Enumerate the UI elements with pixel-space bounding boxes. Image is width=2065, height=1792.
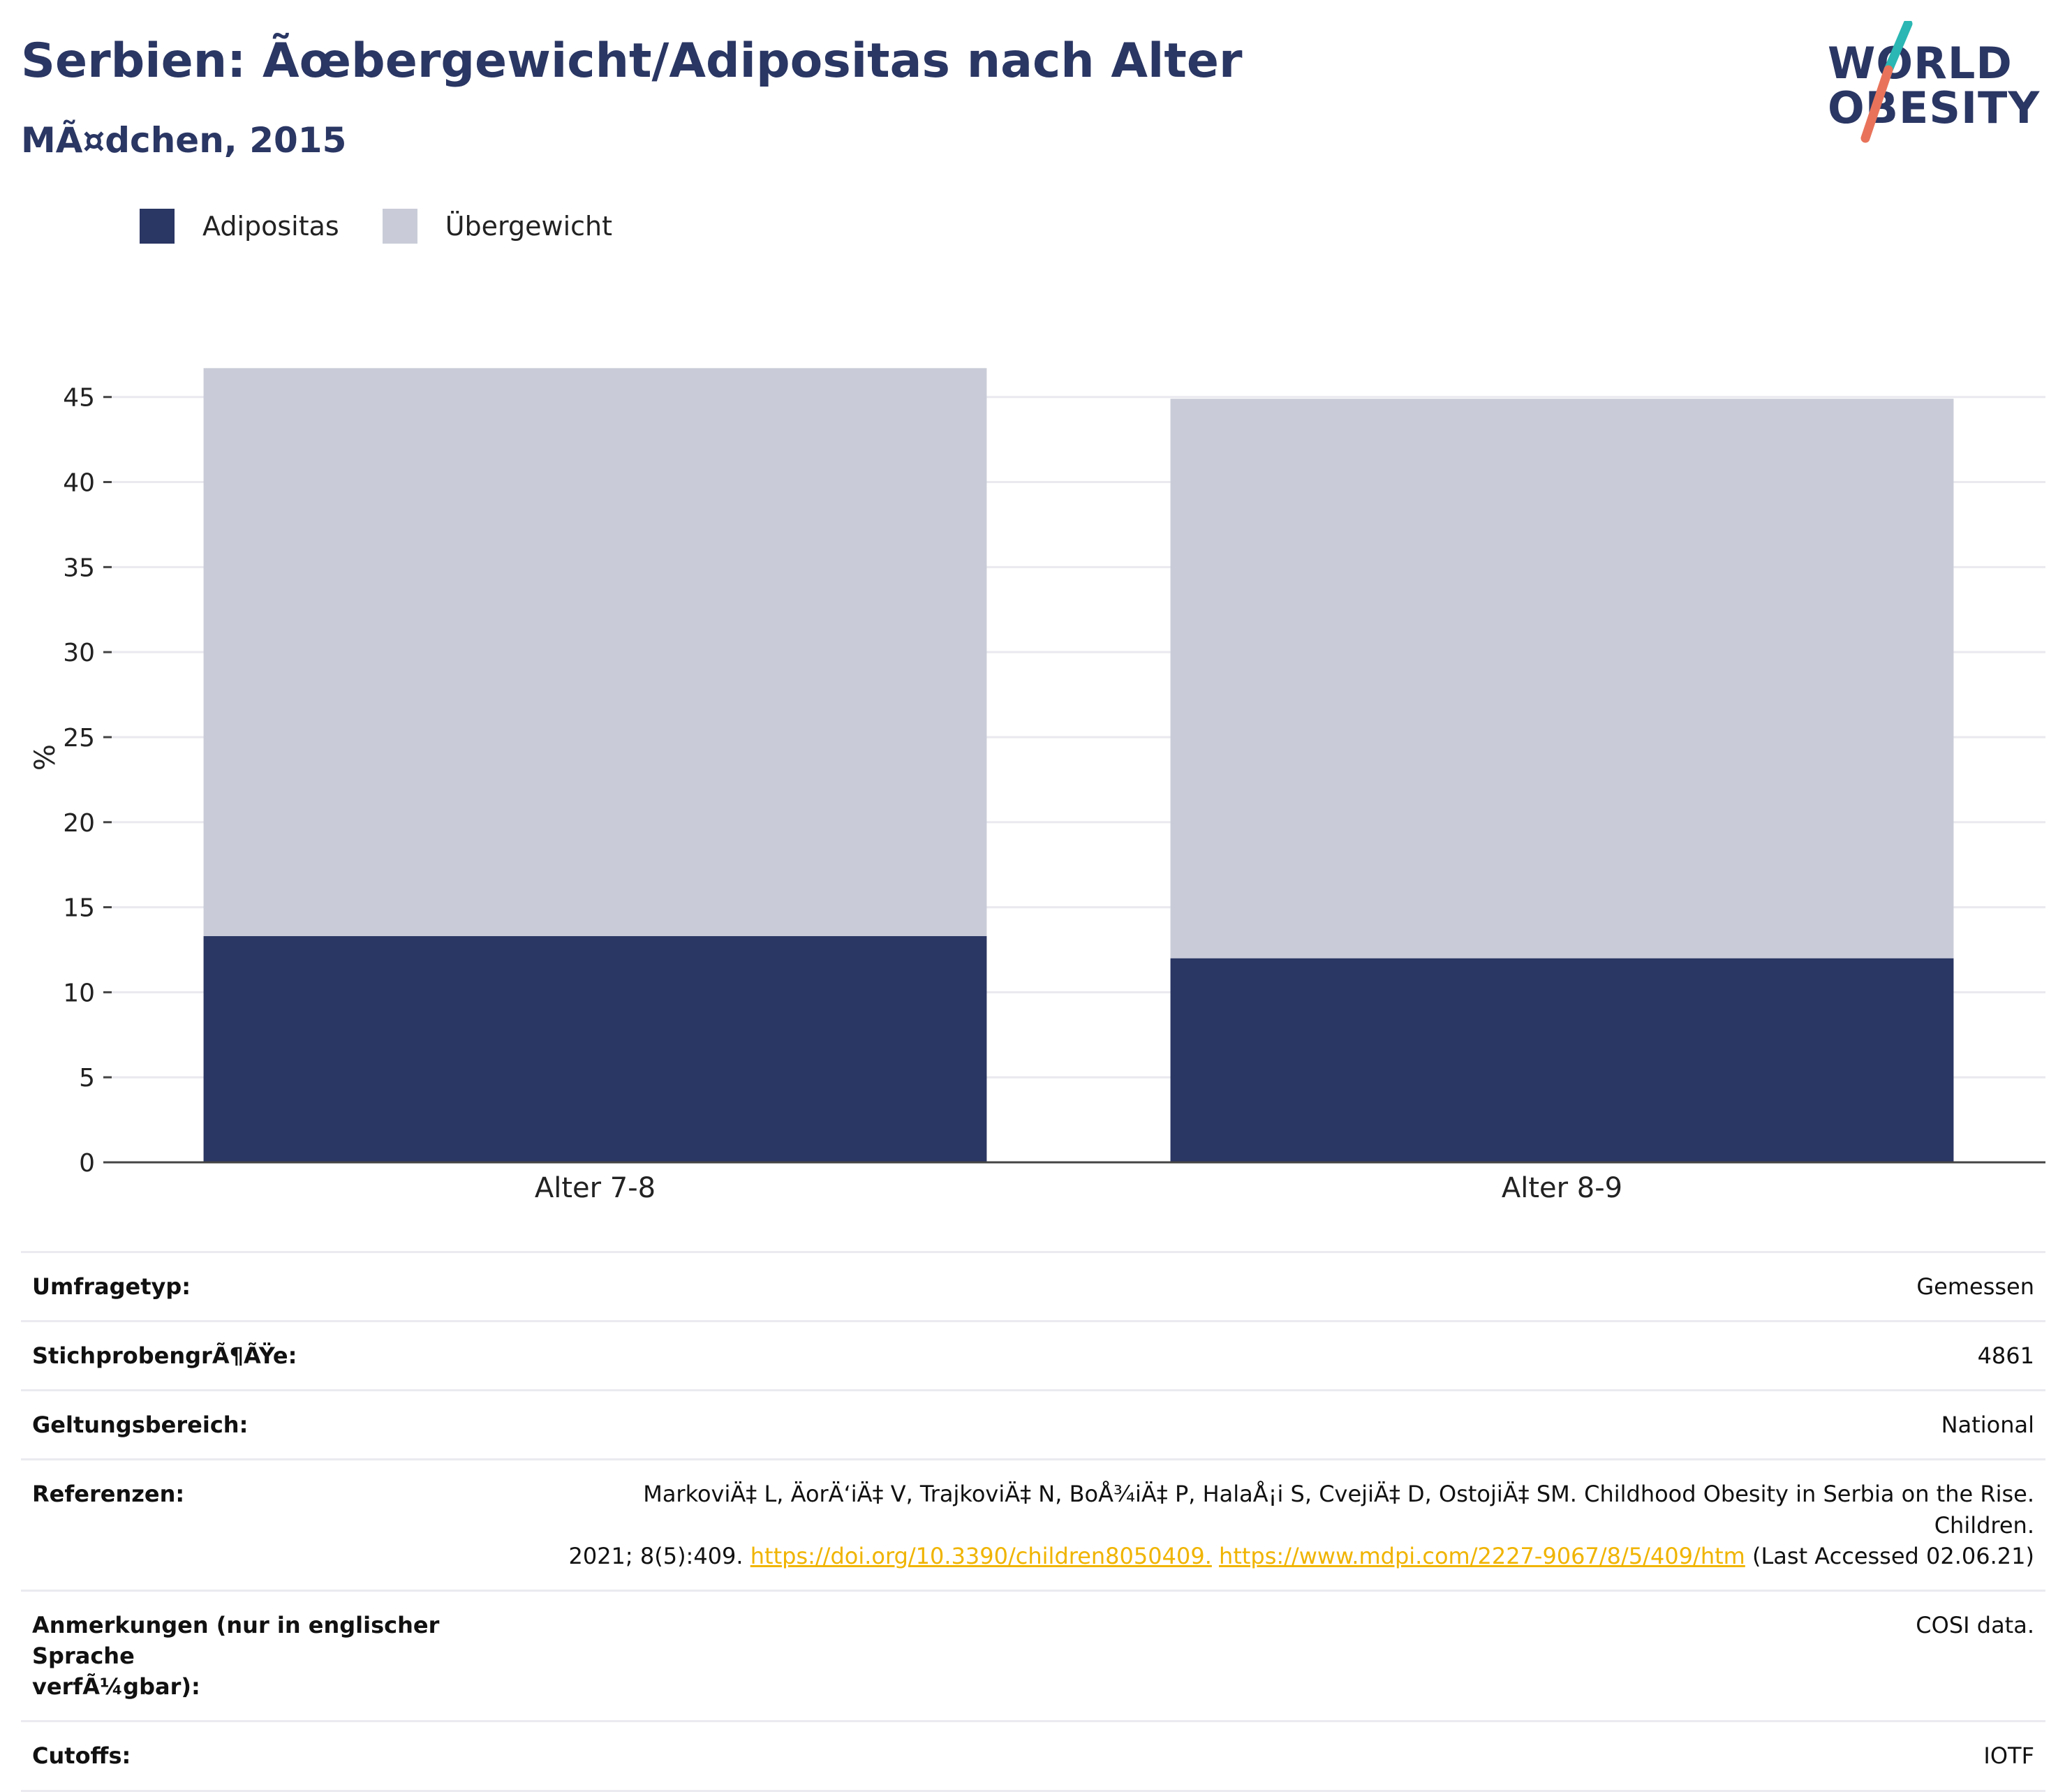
references-text-2: 2021; 8(5):409. (568, 1542, 743, 1569)
scope-value: National (532, 1389, 2045, 1460)
y-tick-label: 15 (63, 894, 95, 923)
sample-size-label: StichprobengrÃ¶ÃŸe: (21, 1320, 532, 1391)
y-tick-label: 30 (63, 639, 95, 667)
sample-size-value: 4861 (532, 1320, 2045, 1391)
references-value: MarkoviÄ‡ L, ÄorÄ‘iÄ‡ V, TrajkoviÄ‡ N, B… (532, 1458, 2045, 1591)
references-text: MarkoviÄ‡ L, ÄorÄ‘iÄ‡ V, TrajkoviÄ‡ N, B… (643, 1481, 2034, 1539)
y-tick-label: 5 (79, 1064, 95, 1093)
axes: 0 5 10 15 20 25 30 35 40 45 Alter 7-8 Alter 8-9 (63, 384, 2045, 1204)
legend-label-adipositas: Adipositas (202, 211, 339, 242)
y-tick-label: 45 (63, 384, 95, 413)
bar-uebergewicht-1[interactable]: Übergewicht — Alter 7-8: 33.4 (203, 368, 987, 936)
notes-label-line2: verfÃ¼gbar): (32, 1673, 200, 1701)
legend-item-uebergewicht[interactable]: Übergewicht (382, 209, 612, 244)
legend-swatch-uebergewicht (382, 209, 417, 244)
table-row: Cutoffs: IOTF (21, 1720, 2045, 1792)
table-row: Geltungsbereich: National (21, 1389, 2045, 1460)
legend-label-uebergewicht: Übergewicht (445, 211, 612, 242)
logo-text-obesity: OBESITY (1828, 82, 2041, 133)
table-row: Umfragetyp: Gemessen (21, 1250, 2045, 1321)
reference-mdpi-link[interactable]: https://www.mdpi.com/2227-9067/8/5/409/h… (1219, 1542, 1745, 1569)
y-axis-title: % (29, 744, 61, 771)
x-tick-label: Alter 7-8 (535, 1172, 656, 1204)
table-row: Referenzen: MarkoviÄ‡ L, ÄorÄ‘iÄ‡ V, Tra… (21, 1458, 2045, 1591)
survey-type-label: Umfragetyp: (21, 1250, 532, 1321)
y-tick-label: 25 (63, 724, 95, 753)
reference-doi-link[interactable]: https://doi.org/10.3390/children8050409. (750, 1542, 1212, 1569)
table-row: Anmerkungen (nur in englischer Sprache v… (21, 1589, 2045, 1721)
y-tick-label: 40 (63, 469, 95, 498)
metadata-table: Umfragetyp: Gemessen StichprobengrÃ¶ÃŸe:… (21, 1250, 2045, 1792)
bar-chart: Adipositas — Alter 7-8: 13.3Übergewicht … (29, 368, 2045, 1204)
table-row: StichprobengrÃ¶ÃŸe: 4861 (21, 1320, 2045, 1391)
y-tick-label: 35 (63, 554, 95, 582)
legend-swatch-adipositas (140, 209, 175, 244)
legend-item-adipositas[interactable]: Adipositas (140, 209, 339, 244)
bars: Adipositas — Alter 7-8: 13.3Übergewicht … (203, 368, 1954, 1162)
scope-label: Geltungsbereich: (21, 1389, 532, 1460)
chart-subtitle: MÃ¤dchen, 2015 (21, 120, 347, 161)
y-tick-label: 0 (79, 1149, 95, 1178)
references-accessed: (Last Accessed 02.06.21) (1752, 1542, 2034, 1569)
cutoffs-value: IOTF (532, 1720, 2045, 1792)
notes-label-line1: Anmerkungen (nur in englischer Sprache (32, 1611, 440, 1670)
x-tick-label: Alter 8-9 (1502, 1172, 1622, 1204)
chart-title: Serbien: Ãœbergewicht/Adipositas nach Al… (21, 34, 1243, 89)
cutoffs-label: Cutoffs: (21, 1720, 532, 1792)
world-obesity-logo[interactable]: WORLD OBESITY (1828, 21, 2051, 147)
logo-text-world: WORLD (1828, 38, 2013, 89)
notes-label: Anmerkungen (nur in englischer Sprache v… (21, 1589, 532, 1721)
notes-value: COSI data. (532, 1589, 2045, 1721)
survey-type-value: Gemessen (532, 1250, 2045, 1321)
legend: Adipositas Übergewicht (140, 208, 656, 244)
y-tick-label: 20 (63, 809, 95, 838)
bar-uebergewicht-2[interactable]: Übergewicht — Alter 8-9: 32.9 (1170, 399, 1954, 958)
bar-adipositas-2[interactable]: Adipositas — Alter 8-9: 12 (1170, 958, 1954, 1162)
logo-slash-icon (1860, 21, 1913, 143)
y-tick-label: 10 (63, 979, 95, 1007)
references-label: Referenzen: (21, 1458, 532, 1591)
bar-adipositas-1[interactable]: Adipositas — Alter 7-8: 13.3 (203, 935, 987, 1162)
